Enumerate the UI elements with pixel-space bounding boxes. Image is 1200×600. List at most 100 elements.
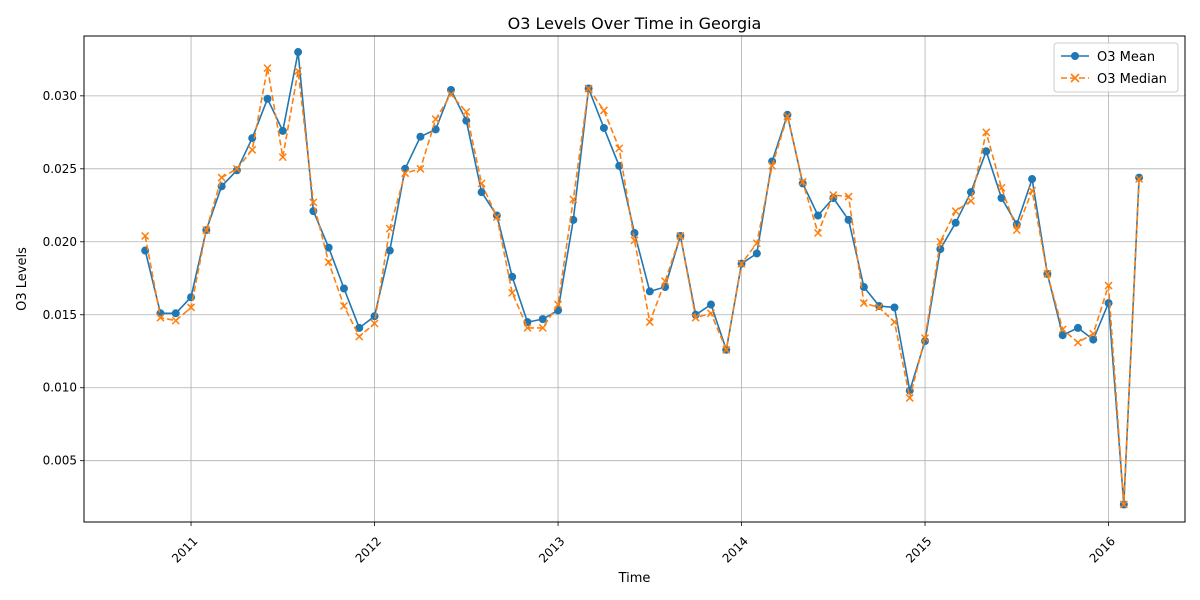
data-point <box>905 393 914 402</box>
data-point <box>936 237 945 246</box>
data-point <box>599 106 608 115</box>
data-point <box>263 94 272 103</box>
data-point <box>921 334 930 343</box>
series-layer <box>141 48 1144 509</box>
data-point <box>370 312 379 321</box>
data-point <box>477 179 486 188</box>
data-point <box>538 323 547 332</box>
data-point <box>676 231 685 240</box>
data-point <box>1028 186 1037 195</box>
series-line <box>144 67 1140 506</box>
legend-marker-mean <box>1071 52 1079 60</box>
data-point <box>1058 331 1067 340</box>
data-point <box>982 128 991 137</box>
data-point <box>355 323 364 332</box>
data-point <box>217 173 226 182</box>
data-point <box>446 90 456 99</box>
data-point <box>798 177 807 186</box>
data-point <box>645 287 654 296</box>
data-point <box>416 164 425 173</box>
data-point <box>294 66 303 76</box>
data-point <box>171 309 180 318</box>
data-point <box>1058 325 1067 334</box>
y-tick-label: 0.020 <box>43 235 77 249</box>
data-point <box>966 188 975 197</box>
data-point <box>232 164 241 173</box>
data-point <box>1073 338 1082 347</box>
data-point <box>508 288 517 297</box>
data-point <box>492 212 501 222</box>
y-tick-label: 0.010 <box>43 381 77 395</box>
data-point <box>1073 323 1082 332</box>
y-tick-label: 0.025 <box>43 162 77 176</box>
data-point <box>248 145 257 154</box>
data-point <box>1104 281 1113 290</box>
data-point <box>385 224 394 233</box>
data-point <box>997 194 1006 202</box>
data-point <box>324 243 333 252</box>
data-point <box>569 195 578 204</box>
data-point <box>706 309 715 318</box>
data-point <box>385 246 394 255</box>
data-point <box>278 126 287 135</box>
data-point <box>630 236 639 245</box>
y-tick-label: 0.030 <box>43 89 77 103</box>
data-point <box>814 211 822 220</box>
data-point <box>1104 299 1113 308</box>
data-point <box>752 249 761 258</box>
data-point <box>722 345 731 354</box>
data-point <box>966 196 975 205</box>
data-point <box>875 302 884 310</box>
data-point <box>829 191 838 200</box>
data-point <box>1119 500 1128 509</box>
data-point <box>431 115 440 124</box>
data-point <box>1012 226 1021 235</box>
data-point <box>324 258 333 267</box>
legend: O3 Mean O3 Median <box>1053 42 1179 93</box>
data-point <box>951 207 960 216</box>
data-point <box>156 313 165 322</box>
data-point <box>171 316 180 325</box>
data-point <box>187 303 196 312</box>
data-point <box>447 86 455 94</box>
data-point <box>278 153 287 162</box>
data-point <box>691 313 700 322</box>
data-point <box>599 123 608 132</box>
data-point <box>401 169 410 178</box>
data-point <box>1135 173 1144 182</box>
data-point <box>523 323 532 332</box>
data-point <box>416 132 425 141</box>
data-point <box>477 188 486 197</box>
data-point <box>783 110 792 119</box>
data-point <box>1028 175 1037 184</box>
data-point <box>141 231 150 240</box>
plot-area-frame <box>83 35 1186 523</box>
data-point <box>401 164 410 173</box>
data-point <box>844 215 853 224</box>
data-point <box>813 228 823 238</box>
legend-marker-median <box>1070 73 1080 83</box>
data-point <box>783 112 792 121</box>
data-point <box>890 303 899 312</box>
data-point <box>615 144 624 153</box>
data-point <box>630 229 639 238</box>
data-point <box>1135 174 1144 184</box>
y-tick-label: 0.005 <box>43 454 77 468</box>
data-point <box>661 277 670 286</box>
data-point <box>309 198 318 207</box>
data-point <box>339 284 348 293</box>
data-point <box>1089 329 1098 338</box>
data-point <box>232 166 241 175</box>
data-point <box>554 300 563 309</box>
data-point <box>706 300 715 309</box>
data-point <box>737 259 746 268</box>
data-point <box>263 64 272 73</box>
y-axis-ticks: 0.005 0.010 0.015 0.020 0.025 0.030 <box>43 89 84 468</box>
x-axis-label: Time <box>618 571 651 586</box>
data-point <box>982 147 991 156</box>
data-point <box>202 226 211 235</box>
data-point <box>355 332 364 341</box>
data-point <box>1043 269 1052 278</box>
